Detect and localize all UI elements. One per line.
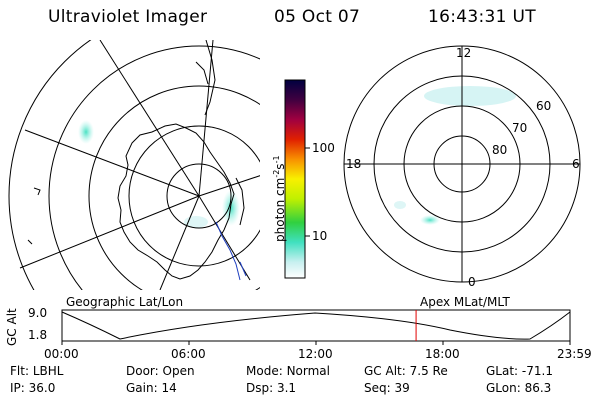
- colorbar-unit-s: s: [273, 163, 287, 170]
- mlt-label-0: 0: [468, 275, 476, 289]
- aurora-oval: [394, 201, 406, 209]
- colorbar-tick-label-100: 100: [312, 141, 335, 155]
- status-gain: Gain: 14: [126, 381, 177, 395]
- instrument-title: Ultraviolet Imager: [48, 7, 208, 27]
- altitude-ytick-bottom: 1.8: [28, 328, 48, 342]
- altitude-ylabel: GC Alt: [5, 308, 19, 346]
- geomag-track: [215, 221, 241, 281]
- coastline: [195, 61, 209, 85]
- mlt-label-18: 18: [346, 157, 362, 171]
- time-tick-label: 12:00: [298, 347, 333, 361]
- status-flt: Flt: LBHL: [10, 364, 64, 378]
- colorbar-tick-label-10: 10: [312, 229, 328, 243]
- status-door: Door: Open: [126, 364, 195, 378]
- mlat-label-70: 70: [512, 121, 528, 135]
- aurora-patch: [78, 120, 94, 144]
- aurora-patch: [184, 216, 208, 228]
- lat-circle: [88, 85, 260, 290]
- lat-circle: [128, 125, 260, 267]
- lat-circle: [48, 45, 260, 290]
- colorbar-unit-exp2: -1: [272, 155, 281, 164]
- date-label: 05 Oct 07: [274, 7, 361, 27]
- coastline: [27, 187, 41, 245]
- mlt-label-6: 6: [572, 157, 580, 171]
- geographic-map: [8, 40, 260, 290]
- aurora-oval: [420, 215, 440, 225]
- coastline: [117, 123, 235, 280]
- coastline: [235, 177, 245, 226]
- colorbar-unit-text: photon cm: [273, 177, 287, 242]
- time-tick-label: 18:00: [425, 347, 460, 361]
- polar-plot: [343, 45, 581, 283]
- time-ticks: [61, 341, 571, 345]
- time-tick-label: 06:00: [171, 347, 206, 361]
- lon-lines: [19, 40, 260, 290]
- status-glon: GLon: 86.3: [486, 381, 552, 395]
- status-ip: IP: 36.0: [10, 381, 56, 395]
- lat-circle: [166, 163, 232, 229]
- mlt-label-12: 12: [456, 46, 472, 60]
- time-tick-label: 23:59: [557, 347, 592, 361]
- colorbar-unit-exp1: -2: [272, 169, 281, 178]
- colorbar: [284, 79, 306, 279]
- status-dsp: Dsp: 3.1: [246, 381, 297, 395]
- aurora-patch: [222, 190, 240, 226]
- altitude-ytick-top: 9.0: [28, 306, 48, 320]
- aurora-oval: [424, 86, 516, 106]
- status-glat: GLat: -71.1: [486, 364, 553, 378]
- time-label: 16:43:31 UT: [428, 7, 536, 27]
- coastline: [204, 40, 216, 116]
- status-seq: Seq: 39: [364, 381, 410, 395]
- lat-circle: [8, 40, 92, 290]
- status-gc-alt: GC Alt: 7.5 Re: [364, 364, 448, 378]
- mlat-label-80: 80: [492, 143, 508, 157]
- altitude-strip: [61, 309, 571, 342]
- geomag-track: [239, 261, 247, 277]
- right-panel-title: Apex MLat/MLT: [420, 295, 510, 309]
- left-panel-title: Geographic Lat/Lon: [66, 295, 184, 309]
- time-tick-label: 00:00: [44, 347, 79, 361]
- colorbar-unit-label: photon cm-2s-1: [272, 155, 287, 242]
- altitude-curve: [61, 311, 571, 340]
- status-mode: Mode: Normal: [246, 364, 330, 378]
- mlat-label-60: 60: [536, 99, 552, 113]
